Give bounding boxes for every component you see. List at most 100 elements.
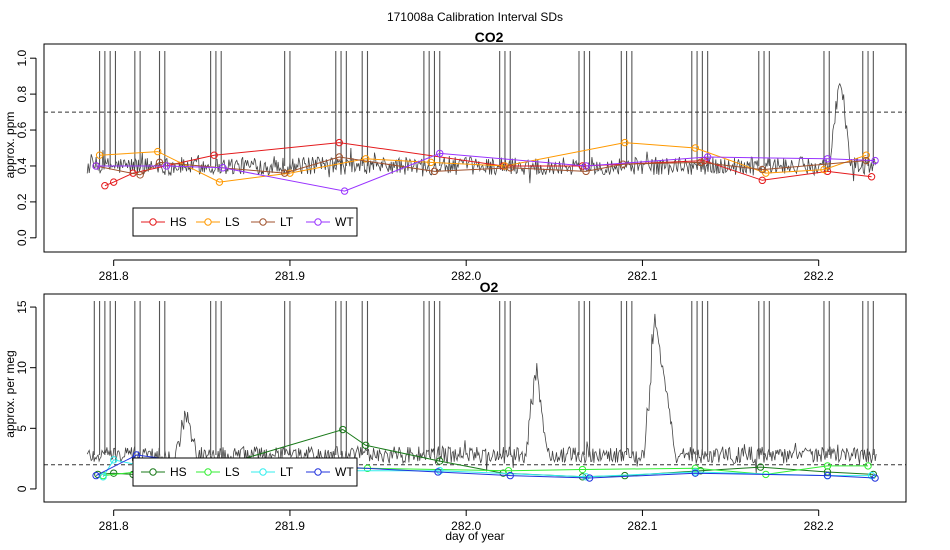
o2-title: O2 [480, 279, 499, 295]
co2-series-lt-point [506, 164, 514, 172]
co2-panel: CO2 approx. ppm 281.8 281.9 282.0 282.1 282.… [3, 29, 907, 283]
o2-x-tick-label: 282.2 [804, 519, 834, 533]
co2-x-tick-label: 281.9 [275, 269, 305, 283]
co2-series-lt-point [582, 167, 590, 176]
co2-series-ls-point [820, 165, 828, 174]
co2-series-hs-point [109, 178, 118, 186]
co2-series-hs-point [335, 138, 343, 147]
co2-ylabel: approx. ppm [3, 112, 17, 179]
o2-trace-line [86, 313, 877, 474]
o2-legend-marker-ls [204, 468, 212, 476]
co2-series-ls-point [215, 178, 224, 186]
o2-x-tick-label: 281.8 [99, 519, 129, 533]
o2-ylabel: approx. per meg [3, 350, 17, 437]
o2-y-tick-label: 5 [15, 425, 29, 432]
co2-y-tick-label: 0.0 [15, 229, 29, 246]
o2-x-tick-label: 281.9 [275, 519, 305, 533]
co2-series-lt-point [619, 160, 627, 168]
co2-legend-label-lt: LT [280, 215, 294, 229]
co2-x-tick-label: 281.8 [99, 269, 129, 283]
o2-plot-frame [43, 293, 907, 503]
co2-y-tick-label: 0.4 [15, 157, 29, 174]
co2-series-hs-point [867, 173, 876, 181]
co2-series-lt-point [335, 153, 343, 161]
co2-series-lt-point [280, 169, 289, 177]
o2-series-wt-point [871, 474, 879, 482]
o2-legend-marker-lt [259, 468, 267, 476]
co2-legend-marker-ls [204, 218, 212, 226]
co2-series-wt-point [823, 155, 832, 163]
co2-legend-box [132, 207, 358, 237]
co2-legend-label-ls: LS [225, 215, 240, 229]
o2-series-wt-point [585, 474, 594, 482]
o2-series-wt-point [506, 471, 514, 480]
co2-series-hs-point [101, 182, 109, 190]
co2-series-wt-point [340, 187, 349, 195]
o2-series-lt-point [99, 473, 107, 481]
o2-series-wt-point [92, 471, 100, 480]
o2-x-tick-label: 282.1 [627, 519, 657, 533]
co2-series-hs-point [210, 151, 218, 159]
co2-series-lt-point [430, 167, 439, 176]
co2-series-lt-point [696, 158, 705, 167]
o2-series-hs-point [756, 463, 765, 471]
co2-legend-marker-hs [149, 218, 157, 226]
co2-legend: HS LS LT WT [132, 207, 358, 237]
o2-legend-label-lt: LT [280, 465, 294, 479]
co2-series-ls-point [427, 158, 435, 167]
co2-series-ls-point [501, 162, 509, 170]
co2-series-lt-point [136, 171, 144, 179]
co2-y-tick-label: 0.2 [15, 193, 29, 210]
co2-y-tick-label: 0.6 [15, 121, 29, 138]
o2-legend-label-hs: HS [170, 465, 187, 479]
o2-legend-label-wt: WT [335, 465, 354, 479]
co2-series-ls-point [95, 151, 104, 159]
o2-series-wt-point [434, 468, 442, 476]
co2-data-layer [44, 51, 906, 195]
o2-series-lt-point [582, 473, 590, 481]
co2-legend-marker-lt [259, 218, 267, 226]
co2-series-ls-point [286, 169, 294, 177]
o2-y-tick-label: 0 [15, 485, 29, 492]
co2-series-wt-point [92, 162, 100, 170]
co2-series-hs-point [758, 176, 766, 185]
co2-series-lt-point [758, 165, 766, 174]
co2-x-tick-label: 282.2 [804, 269, 834, 283]
co2-series-ls-point [154, 147, 162, 156]
co2-plot-frame [43, 43, 907, 253]
co2-legend-label-wt: WT [335, 215, 354, 229]
co2-legend-label-hs: HS [170, 215, 187, 229]
o2-series-hs-point [362, 441, 370, 449]
co2-series-ls-point [621, 138, 629, 147]
o2-series-hs-point [339, 425, 347, 434]
o2-data-layer [44, 301, 906, 482]
o2-y-tick-label: 15 [15, 300, 29, 314]
o2-series-lt-point [436, 467, 444, 475]
co2-y-tick-label: 0.8 [15, 85, 29, 102]
o2-x-tick-label: 282.0 [451, 519, 481, 533]
co2-x-tick-label: 282.1 [627, 269, 657, 283]
co2-series-wt-point [582, 162, 590, 170]
co2-series-ls-point [362, 155, 370, 163]
co2-series-ls-line [99, 142, 867, 183]
co2-series-wt-point [871, 156, 879, 165]
co2-title: CO2 [475, 29, 504, 45]
o2-legend: HS LS LT WT [132, 457, 358, 487]
co2-x-tick-label: 282.0 [451, 269, 481, 283]
co2-series-wt-point [703, 153, 712, 161]
o2-panel: O2 approx. per meg 281.8 281.9 282.0 282.1 2… [3, 279, 907, 533]
o2-series-hs-point [109, 469, 118, 477]
co2-series-ls-point [862, 151, 870, 159]
co2-series-wt-point [436, 149, 444, 158]
o2-legend-label-ls: LS [225, 465, 240, 479]
co2-series-wt-line [96, 152, 876, 192]
co2-series-wt-point [162, 162, 171, 170]
co2-axes: 281.8 281.9 282.0 282.1 282.2 0.0 0.2 0.4 0.6 0.8… [15, 43, 907, 283]
co2-series-lt-line [96, 156, 867, 176]
figure-xlabel: day of year [445, 529, 504, 543]
o2-series-ls-point [864, 462, 872, 470]
o2-legend-marker-wt [314, 468, 322, 476]
o2-series-ls-point [578, 465, 587, 474]
o2-y-tick-label: 10 [15, 361, 29, 375]
